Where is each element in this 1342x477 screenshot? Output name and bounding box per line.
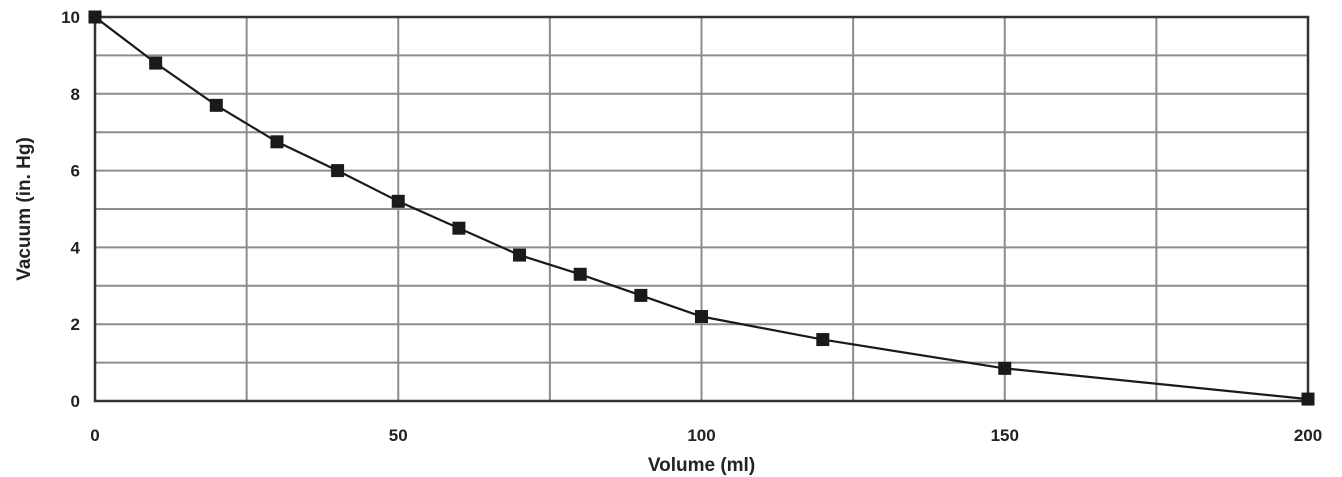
y-tick-label: 2 (71, 315, 80, 334)
data-point (209, 98, 223, 112)
data-point (149, 56, 163, 70)
y-tick-label: 0 (71, 392, 80, 411)
chart-grid (94, 16, 1309, 402)
data-point (695, 310, 708, 324)
series-line (94, 16, 1309, 401)
data-point (391, 194, 405, 208)
x-axis-label: Volume (ml) (648, 455, 755, 476)
data-point (88, 10, 102, 24)
x-tick-label: 100 (687, 426, 715, 445)
data-point (816, 333, 830, 347)
x-tick-label: 200 (1294, 426, 1322, 445)
data-point (1301, 392, 1315, 406)
x-tick-label: 50 (389, 426, 408, 445)
chart-axes (93, 15, 1310, 403)
y-tick-labels: 0 2 4 6 8 10 (61, 8, 80, 411)
series-line-path (94, 16, 1309, 401)
y-axis-label: Vacuum (in. Hg) (14, 137, 35, 281)
data-point (270, 135, 284, 149)
plot-frame (93, 15, 1310, 403)
data-point (452, 221, 466, 235)
data-point (573, 267, 587, 281)
data-points (88, 10, 1315, 406)
data-point (513, 248, 527, 262)
data-point (998, 361, 1012, 375)
y-tick-label: 10 (61, 8, 80, 27)
y-tick-label: 8 (71, 85, 80, 104)
y-tick-label: 4 (71, 238, 81, 257)
x-tick-label: 0 (90, 426, 99, 445)
data-point (634, 288, 648, 302)
data-point (331, 164, 345, 178)
x-tick-label: 150 (991, 426, 1019, 445)
y-tick-label: 6 (71, 162, 80, 181)
x-tick-labels: 0 50 100 150 200 (90, 426, 1322, 445)
